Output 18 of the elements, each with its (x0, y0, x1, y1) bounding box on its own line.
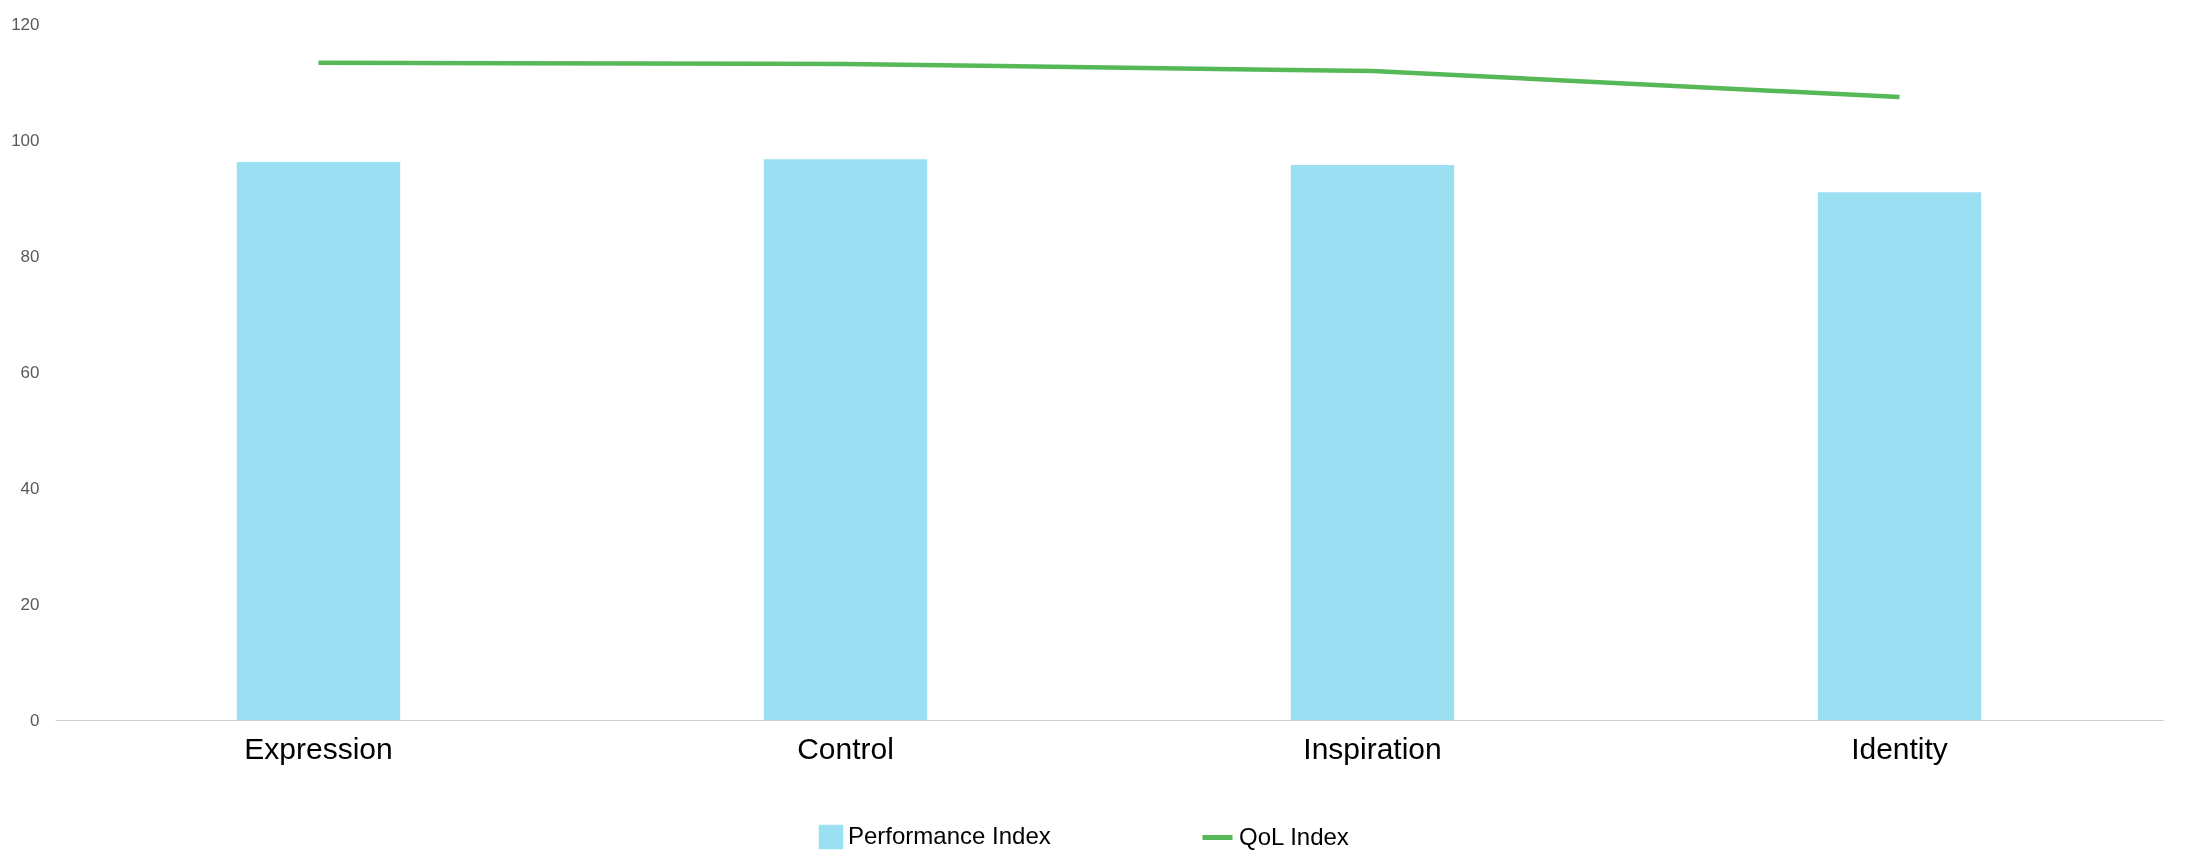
y-tick-label: 40 (20, 478, 40, 498)
x-tick-label: Expression (244, 731, 393, 765)
x-tick-label: Control (797, 731, 894, 765)
x-tick-label: Inspiration (1303, 731, 1442, 765)
bar (236, 162, 401, 720)
bar (1290, 164, 1455, 720)
y-tick-label: 60 (20, 362, 40, 382)
bar (1817, 192, 1982, 720)
line-series (316, 60, 1902, 100)
y-tick-label: 0 (30, 710, 40, 730)
y-tick-label: 100 (11, 130, 40, 150)
legend-label: QoL Index (1239, 822, 1349, 850)
legend-label: Performance Index (848, 822, 1051, 849)
bar (763, 159, 928, 720)
y-tick-label: 20 (20, 594, 40, 614)
y-tick-label: 80 (20, 246, 40, 266)
y-tick-label: 120 (11, 14, 40, 34)
x-tick-label: Identity (1851, 731, 1948, 765)
